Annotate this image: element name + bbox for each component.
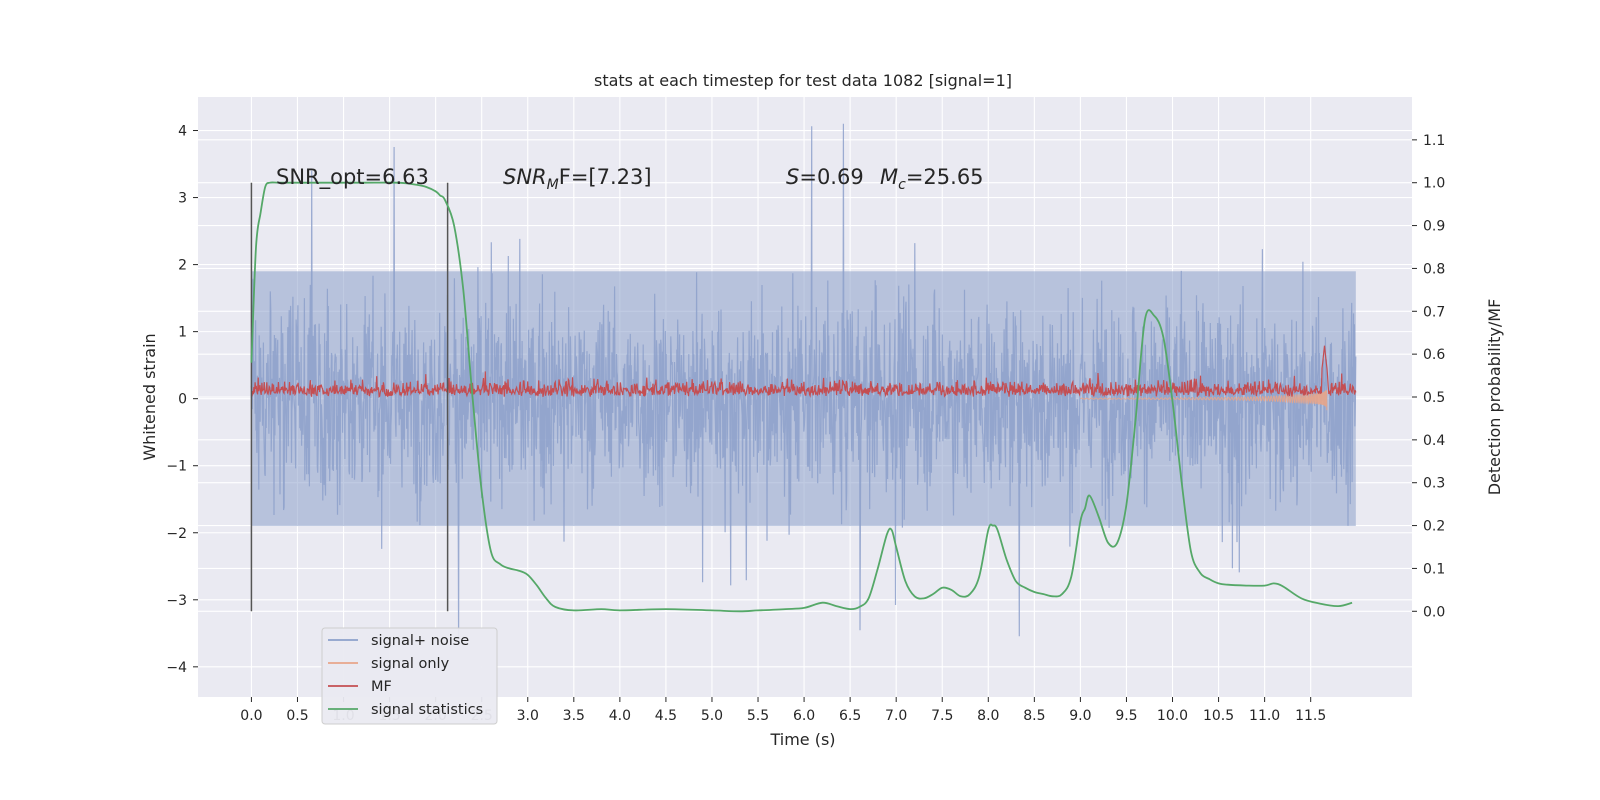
x-tick-label: 6.0 [793,708,815,724]
mc-annotation: Mc=25.65 [880,165,984,193]
legend-label-mf: MF [371,679,392,695]
mc-sub: c [898,177,906,193]
legend-label-signal-statistics: signal statistics [371,702,483,718]
right-y-axis-ticks: 1.1 1.0 0.9 0.8 0.7 0.6 0.5 0.4 0.3 0.2 0.1 0.0 [1412,133,1445,620]
x-tick-label: 8.0 [977,708,999,724]
s-main: S [786,165,799,189]
right-y-tick-label: 1.0 [1423,176,1445,192]
right-y-tick-label: 0.5 [1423,390,1445,406]
x-tick-label: 0.5 [286,708,308,724]
snr-mf-sub: M [547,177,559,193]
snr-mf-rest: F=[7.23] [559,165,652,189]
x-tick-label: 8.5 [1023,708,1045,724]
x-tick-label: 5.5 [747,708,769,724]
right-y-tick-label: 0.7 [1423,304,1445,320]
x-tick-label: 4.0 [609,708,631,724]
signal-only-line [1080,390,1328,411]
y-tick-label: 4 [178,124,187,140]
y-tick-label: −4 [166,660,187,676]
s-rest: =0.69 [799,165,863,189]
x-tick-label: 10.0 [1157,708,1188,724]
legend: signal+ noise signal only MF signal stat… [321,627,498,725]
x-tick-label: 6.5 [839,708,861,724]
y-axis-ticks: 4 3 2 1 0 −1 −2 −3 −4 [166,124,198,676]
y-tick-label: 3 [178,191,187,207]
x-tick-label: 5.0 [701,708,723,724]
x-tick-label: 3.5 [563,708,585,724]
x-axis-label: Time (s) [769,730,835,749]
mc-rest: =25.65 [906,165,984,189]
x-tick-label: 0.0 [240,708,262,724]
legend-label-signal-only: signal only [371,656,450,672]
x-tick-label: 4.5 [655,708,677,724]
y-tick-label: −1 [166,459,187,475]
x-tick-label: 11.5 [1295,708,1326,724]
vertical-markers [250,182,449,612]
right-y-axis-label: Detection probability/MF [1485,299,1504,496]
y-axis-label: Whitened strain [140,333,159,460]
y-tick-label: 1 [178,325,187,341]
signal-statistics-series [250,181,1353,613]
y-tick-label: −3 [166,593,187,609]
snr-mf-annotation: SNRMF=[7.23] [503,165,652,193]
y-tick-label: 2 [178,258,187,274]
mc-main: M [880,165,898,189]
right-y-tick-label: 0.4 [1423,433,1445,449]
right-y-tick-label: 0.2 [1423,519,1445,535]
right-y-tick-label: 0.9 [1423,219,1445,235]
x-tick-label: 3.0 [517,708,539,724]
x-tick-label: 11.0 [1249,708,1280,724]
right-y-tick-label: 1.1 [1423,133,1445,149]
right-y-tick-label: 0.6 [1423,347,1445,363]
snr-mf-main: SNR [503,165,547,189]
right-y-tick-label: 0.8 [1423,261,1445,277]
y-tick-label: 0 [178,392,187,408]
x-tick-label: 7.5 [931,708,953,724]
legend-box [321,627,498,725]
s-annotation: S=0.69 [786,165,864,189]
right-y-tick-label: 0.0 [1423,604,1445,620]
x-tick-label: 9.0 [1069,708,1091,724]
x-tick-label: 9.5 [1115,708,1137,724]
x-tick-label: 10.5 [1203,708,1234,724]
legend-label-signal-noise: signal+ noise [371,633,469,649]
signal-only-series [1080,390,1328,411]
right-y-tick-label: 0.1 [1423,561,1445,577]
y-tick-label: −2 [166,526,187,542]
signal-statistics-line [250,181,1353,613]
chart-title: stats at each timestep for test data 108… [594,71,1012,90]
x-tick-label: 7.0 [885,708,907,724]
right-y-tick-label: 0.3 [1423,476,1445,492]
snr-opt-annotation: SNR_opt=6.63 [276,165,429,190]
